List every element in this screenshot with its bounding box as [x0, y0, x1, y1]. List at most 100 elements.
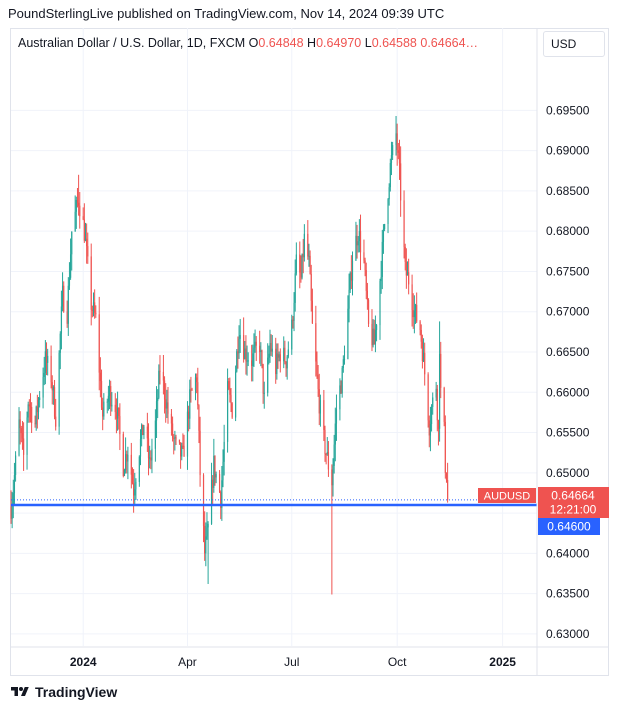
candle [443, 386, 445, 427]
candle [351, 251, 354, 296]
candle [267, 343, 269, 397]
candle-body [405, 261, 407, 276]
candle [95, 305, 97, 318]
line-price-tag-bg [538, 518, 600, 535]
candle-body [186, 411, 189, 457]
candle [411, 274, 413, 327]
candle-body [134, 489, 136, 496]
candle [35, 405, 37, 431]
candle-body [98, 314, 100, 373]
candle [165, 383, 167, 423]
candle [230, 387, 232, 413]
candle-body [342, 359, 344, 368]
y-tick-label: 0.63000 [546, 627, 590, 641]
candle [91, 305, 93, 318]
candle-body [82, 216, 84, 220]
candle-body [445, 472, 448, 481]
candle-body [276, 353, 278, 375]
candle [365, 262, 367, 300]
candle [37, 397, 40, 420]
candle [107, 385, 110, 411]
candle-body [326, 451, 328, 455]
candle-body [236, 351, 238, 372]
candle-body [166, 402, 168, 409]
candle [389, 158, 391, 192]
candle-body [307, 233, 309, 257]
candle [173, 434, 175, 455]
candle-body [67, 285, 69, 324]
candle [335, 394, 338, 441]
tradingview-logo-icon [11, 687, 29, 696]
candle [102, 397, 104, 431]
candle-body [422, 352, 425, 362]
candle-body [317, 375, 319, 390]
candle-body [206, 527, 208, 537]
candle [348, 273, 350, 323]
candle [310, 264, 312, 312]
candle [284, 340, 286, 365]
candle [262, 363, 264, 404]
candle-body [61, 285, 64, 307]
candle [302, 238, 304, 274]
candle [83, 203, 85, 243]
candle [430, 404, 433, 432]
candle-body [269, 343, 271, 354]
candle [277, 343, 279, 369]
candle [20, 425, 22, 443]
candle-body [107, 395, 110, 402]
candle-body [356, 235, 358, 246]
candle [115, 398, 118, 434]
candle-body [26, 417, 28, 455]
candle [106, 398, 108, 414]
candle-body [223, 441, 225, 462]
candle [226, 368, 229, 453]
currency-button[interactable]: USD [543, 31, 605, 57]
candle [202, 473, 205, 543]
candle-body [440, 353, 442, 388]
brand-name: TradingView [35, 684, 118, 700]
candle [215, 471, 217, 484]
candle [79, 192, 81, 229]
candle-body [341, 367, 343, 394]
candle [92, 292, 95, 317]
candle-body [315, 323, 317, 362]
candle-body [210, 479, 213, 524]
candle [221, 465, 223, 521]
candle-body [365, 270, 367, 291]
candle-body [43, 372, 45, 377]
candle-body [332, 465, 334, 486]
candle-body [318, 389, 320, 414]
candle [223, 424, 225, 476]
candle-body [199, 430, 201, 476]
candle-body [79, 205, 81, 217]
candle [315, 305, 317, 377]
candle [390, 141, 393, 176]
candle-body [18, 419, 20, 456]
candle-body [387, 199, 389, 224]
candle [357, 236, 359, 253]
candle-body [254, 341, 256, 348]
candle-body [283, 347, 285, 362]
candle-body [147, 438, 150, 459]
x-tick-label: Oct [388, 655, 407, 669]
candle [142, 424, 144, 436]
candle-body [398, 152, 401, 164]
candle [388, 183, 390, 206]
candle [347, 295, 349, 360]
candle [405, 248, 407, 289]
candle-body [379, 281, 381, 326]
candle-body [27, 404, 29, 418]
candle-body [159, 370, 161, 372]
candle-body [381, 241, 383, 277]
candle [135, 478, 137, 500]
candle-body [100, 381, 103, 408]
footer-brand[interactable]: TradingView [10, 684, 117, 700]
candle-body [123, 470, 126, 476]
candle-body [334, 423, 336, 445]
candle [69, 238, 72, 280]
candle-body [42, 376, 44, 398]
candle-body [154, 420, 156, 449]
candle-body [432, 397, 434, 407]
y-tick-label: 0.63500 [546, 587, 590, 601]
